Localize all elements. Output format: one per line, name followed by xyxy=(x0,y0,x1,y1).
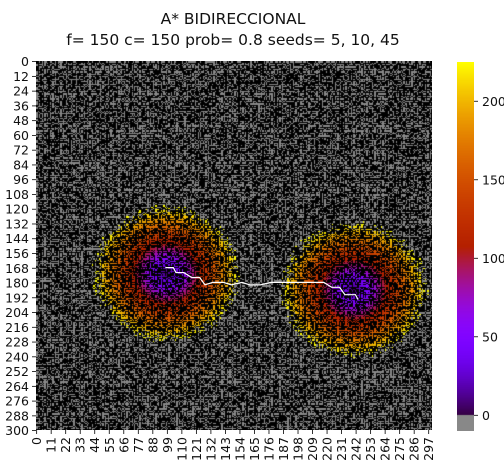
x-tick-label: 264 xyxy=(378,437,393,461)
y-tick-label: 0 xyxy=(21,54,29,69)
colorbar-canvas xyxy=(457,62,474,431)
x-tick-label: 209 xyxy=(305,437,320,461)
y-tick-label: 264 xyxy=(5,379,29,394)
colorbar: 0 50 100 150 200 xyxy=(457,62,504,431)
x-tick-label: 44 xyxy=(87,437,102,453)
y-tick-label: 216 xyxy=(5,320,29,335)
y-tick-label: 192 xyxy=(5,290,29,305)
x-axis: 0 11 22 33 44 55 66 77 88 99 110 121 132 143 154 165 176… xyxy=(29,430,436,461)
y-tick-label: 168 xyxy=(5,261,29,276)
x-tick-label: 121 xyxy=(189,437,204,461)
y-tick-label: 204 xyxy=(5,305,29,320)
colorbar-tick-label: 50 xyxy=(482,329,498,344)
y-tick-label: 288 xyxy=(5,408,29,423)
x-tick-label: 132 xyxy=(203,437,218,461)
y-tick-label: 120 xyxy=(5,202,29,217)
x-tick-label: 286 xyxy=(407,437,422,461)
x-tick-label: 55 xyxy=(102,437,117,453)
colorbar-tick-label: 0 xyxy=(482,408,490,423)
y-tick-label: 108 xyxy=(5,187,29,202)
y-tick-label: 240 xyxy=(5,349,29,364)
y-tick-label: 48 xyxy=(13,113,29,128)
y-tick-label: 300 xyxy=(5,423,29,438)
x-tick-label: 99 xyxy=(160,437,175,453)
x-tick-label: 11 xyxy=(44,437,59,453)
x-tick-label: 231 xyxy=(334,437,349,461)
x-tick-label: 165 xyxy=(247,437,262,461)
x-tick-label: 187 xyxy=(276,437,291,461)
colorbar-tick-label: 150 xyxy=(482,172,504,187)
y-tick-label: 96 xyxy=(13,172,29,187)
y-tick-label: 72 xyxy=(13,143,29,158)
y-tick-label: 12 xyxy=(13,69,29,84)
x-tick-label: 66 xyxy=(116,437,131,453)
x-tick-label: 198 xyxy=(291,437,306,461)
y-tick-label: 180 xyxy=(5,276,29,291)
x-tick-label: 77 xyxy=(131,437,146,453)
colorbar-tick-label: 200 xyxy=(482,94,504,109)
chart-title: A* BIDIRECCIONAL xyxy=(161,10,306,28)
y-tick-label: 144 xyxy=(5,231,29,246)
y-tick-label: 36 xyxy=(13,98,29,113)
y-tick-label: 24 xyxy=(13,84,29,99)
x-tick-label: 88 xyxy=(145,437,160,453)
heatmap-canvas xyxy=(36,61,432,430)
x-tick-label: 22 xyxy=(58,437,73,453)
x-tick-label: 0 xyxy=(29,437,44,445)
y-tick-label: 84 xyxy=(13,157,29,172)
y-tick-label: 156 xyxy=(5,246,29,261)
y-tick-label: 252 xyxy=(5,364,29,379)
heatmap-area xyxy=(36,61,432,430)
x-tick-label: 220 xyxy=(320,437,335,461)
x-tick-label: 110 xyxy=(174,437,189,461)
x-tick-label: 33 xyxy=(73,437,88,453)
x-tick-label: 176 xyxy=(261,437,276,461)
x-tick-label: 275 xyxy=(392,437,407,461)
x-tick-label: 242 xyxy=(349,437,364,461)
colorbar-ticks: 0 50 100 150 200 xyxy=(474,94,504,423)
y-tick-label: 132 xyxy=(5,216,29,231)
y-tick-label: 60 xyxy=(13,128,29,143)
y-tick-label: 228 xyxy=(5,335,29,350)
x-tick-label: 297 xyxy=(421,437,436,461)
path-layer xyxy=(165,267,359,300)
x-tick-label: 154 xyxy=(232,437,247,461)
colorbar-tick-label: 100 xyxy=(482,251,504,266)
solution-path xyxy=(165,267,359,300)
y-axis: 0122436486072849610812013214415616818019… xyxy=(5,54,36,438)
x-tick-label: 143 xyxy=(218,437,233,461)
x-tick-label: 253 xyxy=(363,437,378,461)
chart-subtitle: f= 150 c= 150 prob= 0.8 seeds= 5, 10, 45 xyxy=(66,31,400,49)
y-tick-label: 276 xyxy=(5,394,29,409)
